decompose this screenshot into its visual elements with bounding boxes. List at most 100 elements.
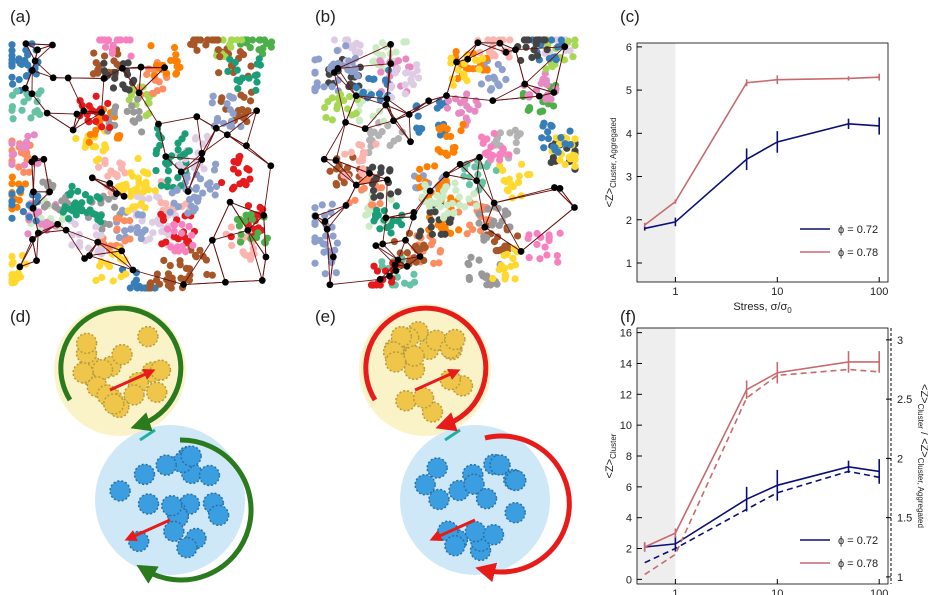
particle	[75, 332, 98, 355]
network-node	[244, 226, 252, 234]
network-edge	[385, 104, 411, 142]
y-tick-label: 2	[626, 215, 632, 227]
y2-tick-label: 1	[897, 572, 903, 584]
particle	[135, 179, 143, 187]
network-node	[106, 180, 114, 187]
network-node	[180, 281, 187, 288]
particle	[518, 160, 526, 168]
network-node	[258, 277, 266, 284]
particle	[474, 56, 482, 64]
particle	[510, 245, 518, 253]
particle	[513, 132, 521, 140]
network-node	[260, 211, 268, 219]
particle	[401, 81, 409, 89]
series-line	[644, 123, 880, 230]
particle	[545, 55, 553, 63]
network-node	[551, 184, 558, 191]
particle	[146, 284, 154, 292]
particle	[476, 48, 484, 57]
particle	[159, 216, 168, 224]
particle	[533, 240, 541, 249]
particle	[21, 180, 30, 188]
particle	[514, 232, 522, 240]
network-edge	[97, 241, 122, 252]
network-node	[372, 242, 380, 250]
particle	[148, 218, 157, 226]
network-edge	[524, 46, 566, 85]
particle	[449, 209, 458, 217]
particle	[543, 251, 551, 259]
particle	[449, 81, 457, 89]
network-node	[383, 95, 391, 103]
network-node	[496, 39, 504, 47]
particle	[369, 186, 378, 195]
particle	[393, 273, 401, 281]
particle	[525, 105, 534, 113]
particle	[192, 253, 200, 261]
network-node	[474, 39, 482, 47]
network-node	[184, 188, 192, 195]
y-axis-label: <Z>Cluster, Aggregated	[604, 118, 618, 208]
network-node	[31, 57, 39, 65]
particle	[402, 55, 410, 63]
particle	[465, 180, 474, 189]
particle	[556, 229, 564, 237]
network-edge	[446, 95, 493, 102]
network-node	[416, 253, 424, 260]
particle	[190, 193, 198, 201]
particle	[489, 454, 511, 476]
particle	[111, 203, 119, 211]
particle	[447, 59, 455, 67]
particle	[68, 241, 76, 249]
particle	[400, 38, 408, 46]
particle	[8, 201, 16, 209]
particle	[332, 269, 340, 277]
network-node	[330, 69, 338, 76]
particle	[505, 151, 513, 159]
y-tick-label: 0	[626, 574, 632, 586]
particle	[176, 63, 184, 71]
y-tick-label: 4	[626, 513, 632, 525]
particle	[133, 224, 141, 232]
particle	[118, 160, 126, 168]
particle	[566, 140, 574, 149]
particle	[217, 97, 225, 106]
particle	[444, 534, 466, 557]
particle	[111, 343, 133, 366]
label-part: <Z>	[604, 188, 616, 208]
particle	[455, 226, 463, 234]
network-edge	[477, 42, 507, 53]
particle	[554, 258, 562, 266]
particle	[180, 445, 202, 467]
network-edge	[337, 43, 391, 69]
particle	[110, 57, 118, 65]
particle	[380, 207, 389, 215]
network-edge	[46, 112, 74, 131]
particle	[104, 172, 112, 180]
network-node	[212, 124, 220, 132]
particle	[355, 117, 363, 125]
panel-label: (c)	[620, 7, 640, 26]
particle	[416, 165, 424, 173]
particle	[211, 160, 220, 168]
network-node	[86, 252, 93, 260]
illustrations	[8, 36, 579, 584]
particle	[405, 63, 413, 71]
network-edge	[382, 243, 399, 261]
particle	[98, 273, 106, 282]
particle	[90, 49, 98, 57]
network-edge	[323, 158, 357, 186]
particle	[475, 256, 483, 264]
particle	[520, 36, 528, 44]
particle	[357, 186, 366, 194]
particle	[386, 141, 394, 150]
particle	[216, 53, 224, 61]
network-node	[407, 138, 414, 146]
y-tick-label: 4	[626, 128, 632, 140]
network-node	[321, 218, 329, 225]
network-node	[379, 240, 387, 248]
particle	[68, 182, 76, 190]
particle	[185, 222, 193, 231]
particle	[571, 36, 579, 44]
particle	[81, 143, 89, 151]
